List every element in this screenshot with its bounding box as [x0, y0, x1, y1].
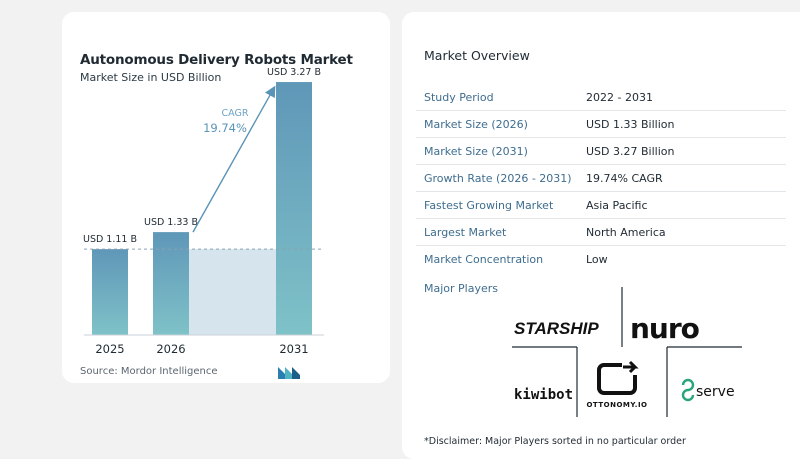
- ottonomy-logo-icon: [597, 360, 639, 395]
- table-row: Market Size (2031) USD 3.27 Billion: [416, 138, 786, 165]
- row-label: Growth Rate (2026 - 2031): [424, 171, 572, 185]
- source-note: Source: Mordor Intelligence: [80, 366, 218, 377]
- players-grid: STARSHIP nuro kiwibot OTTONOMY.IO serve: [512, 287, 742, 417]
- players-title: Major Players: [424, 282, 498, 295]
- table-row: Study Period 2022 - 2031: [416, 84, 786, 111]
- row-label: Market Concentration: [424, 253, 544, 266]
- bar-2031: [276, 82, 312, 336]
- value-label-2025: USD 1.11 B: [83, 234, 137, 245]
- player-starship: STARSHIP: [514, 319, 599, 338]
- category-label-2025: 2025: [95, 342, 124, 356]
- row-value: North America: [586, 225, 666, 239]
- row-label: Market Size (2031): [424, 144, 528, 158]
- table-row: Fastest Growing Market Asia Pacific: [416, 192, 786, 219]
- bar-chart: USD 1.11 B USD 1.33 B USD 3.27 B 2025 2026 20…: [83, 67, 324, 356]
- table-row: Largest Market North America: [416, 219, 786, 246]
- table-row: Market Concentration Low: [416, 246, 786, 273]
- growth-band: [189, 249, 276, 335]
- row-label: Study Period: [424, 90, 494, 104]
- cagr-label: CAGR: [222, 108, 249, 119]
- overview-title: Market Overview: [424, 48, 530, 63]
- mordor-logo-icon: [278, 367, 300, 379]
- row-label: Fastest Growing Market: [424, 198, 554, 212]
- cagr-arrow: [192, 85, 276, 233]
- row-label: Market Size (2026): [424, 117, 528, 131]
- overview-card: Market Overview Study Period 2022 - 2031 …: [402, 12, 800, 459]
- player-serve: serve: [696, 384, 735, 400]
- chart-title: Autonomous Delivery Robots Market: [80, 52, 353, 68]
- category-label-2026: 2026: [156, 342, 185, 356]
- bar-2026: [153, 232, 189, 335]
- row-value: 2022 - 2031: [586, 90, 653, 104]
- chart-card: USD 1.11 B USD 1.33 B USD 3.27 B 2025 2026 20…: [62, 12, 390, 383]
- bar-2025: [92, 249, 128, 335]
- player-ottonomy: OTTONOMY.IO: [586, 401, 647, 409]
- player-kiwibot: kiwibot: [514, 387, 573, 403]
- row-value: 19.74% CAGR: [586, 171, 663, 185]
- table-row: Growth Rate (2026 - 2031) 19.74% CAGR: [416, 165, 786, 192]
- disclaimer: *Disclaimer: Major Players sorted in no …: [424, 436, 686, 447]
- category-label-2031: 2031: [279, 342, 308, 356]
- serve-logo-icon: [681, 378, 695, 402]
- table-row: Market Size (2026) USD 1.33 Billion: [416, 111, 786, 138]
- cagr-value: 19.74%: [203, 121, 247, 135]
- row-value: Low: [586, 253, 608, 266]
- player-nuro: nuro: [630, 312, 700, 345]
- overview-table: Study Period 2022 - 2031 Market Size (202…: [416, 84, 786, 273]
- row-value: USD 3.27 Billion: [586, 144, 675, 158]
- row-value: USD 1.33 Billion: [586, 117, 675, 131]
- value-label-2026: USD 1.33 B: [144, 217, 198, 228]
- value-label-2031: USD 3.27 B: [267, 67, 321, 78]
- row-value: Asia Pacific: [586, 198, 648, 212]
- row-label: Largest Market: [424, 225, 507, 239]
- chart-subtitle: Market Size in USD Billion: [80, 71, 222, 84]
